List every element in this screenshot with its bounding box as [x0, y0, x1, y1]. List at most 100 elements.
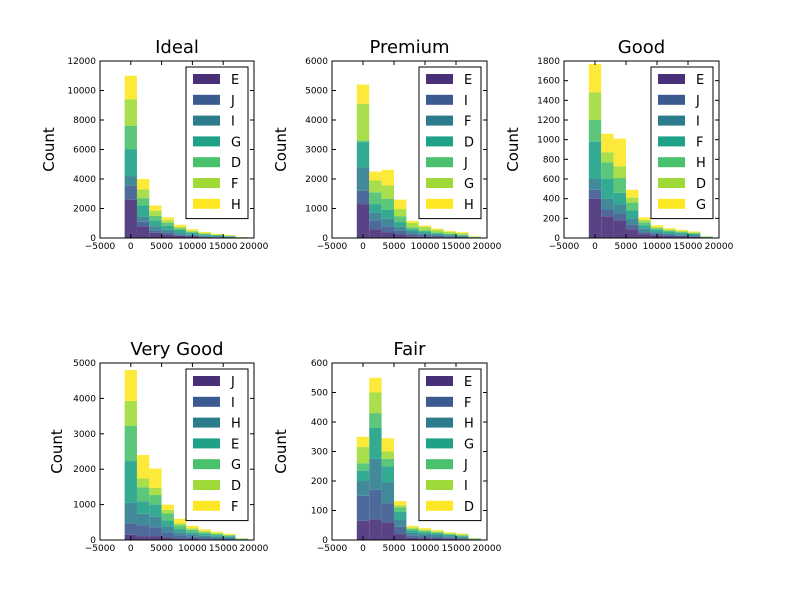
- x-tick-label: 10000: [643, 242, 672, 252]
- bar-J-4: [626, 224, 639, 230]
- x-tick-label: −5000: [85, 544, 116, 554]
- bar-H-2: [136, 179, 150, 190]
- legend-swatch-G: [426, 178, 453, 188]
- bar-D-6: [418, 528, 432, 530]
- bar-J-1: [588, 189, 602, 199]
- legend-swatch-H: [426, 198, 453, 209]
- bar-G-8: [210, 235, 224, 237]
- bar-F-2: [601, 179, 614, 199]
- bar-G-5: [406, 222, 419, 228]
- y-tick-label: 200: [311, 477, 328, 487]
- chart-title: Fair: [393, 339, 426, 360]
- x-tick-label: 5000: [383, 544, 406, 554]
- bar-D-2: [369, 204, 382, 213]
- bar-D-4: [161, 222, 174, 226]
- legend-swatch-I: [426, 480, 453, 490]
- x-tick-label: 0: [128, 544, 134, 554]
- bar-G-4: [394, 511, 407, 520]
- bar-D-1: [124, 400, 137, 426]
- bar-J-8: [443, 534, 456, 535]
- bar-H-4: [394, 519, 407, 527]
- y-tick-label: 100: [311, 507, 328, 517]
- bar-I-2: [369, 220, 382, 230]
- bar-F-3: [613, 192, 626, 205]
- bar-F-7: [431, 234, 444, 236]
- bar-H-1: [124, 75, 137, 100]
- bar-G-1: [356, 103, 370, 141]
- bar-D-4: [626, 197, 639, 203]
- legend-label: H: [696, 156, 706, 171]
- bar-F-2: [136, 189, 150, 199]
- bar-G-4: [394, 209, 407, 217]
- bar-D-3: [381, 209, 394, 219]
- bar-I-4: [394, 230, 407, 235]
- bar-E-5: [173, 529, 187, 533]
- bar-G-3: [149, 220, 162, 227]
- bar-E-2: [136, 226, 150, 238]
- y-tick-label: 1000: [537, 136, 560, 146]
- bar-F-7: [663, 231, 676, 234]
- bar-H-9: [456, 537, 469, 539]
- legend-swatch-J: [426, 459, 453, 470]
- legend-label: I: [464, 479, 468, 494]
- y-tick-label: 12000: [67, 57, 96, 67]
- x-tick-label: 20000: [473, 544, 502, 554]
- bar-D-6: [186, 528, 199, 530]
- legend-swatch-F: [193, 178, 220, 188]
- bar-D-8: [443, 234, 456, 236]
- legend-label: F: [696, 135, 703, 150]
- bar-I-2: [601, 198, 614, 210]
- legend-swatch-D: [426, 136, 453, 147]
- bar-D-5: [638, 219, 651, 223]
- x-tick-label: 15000: [674, 242, 703, 252]
- bar-E-5: [406, 236, 419, 238]
- bar-I-3: [381, 226, 394, 233]
- bar-G-6: [186, 529, 199, 533]
- bar-D-3: [613, 166, 626, 179]
- x-tick-label: 10000: [178, 544, 207, 554]
- bar-E-1: [588, 198, 602, 238]
- bar-I-1: [124, 523, 137, 535]
- chart-title: Premium: [369, 37, 449, 58]
- bar-G-8: [210, 533, 224, 536]
- bar-E-1: [356, 520, 370, 540]
- y-tick-label: 400: [311, 418, 328, 428]
- x-tick-label: 5000: [383, 242, 406, 252]
- bar-E-7: [431, 538, 444, 540]
- bar-G-6: [186, 232, 199, 235]
- axes-frame: [563, 60, 720, 239]
- bar-D-7: [198, 233, 211, 235]
- bar-I-7: [431, 235, 444, 238]
- bar-J-1: [124, 185, 137, 200]
- legend-label: D: [231, 479, 241, 494]
- bar-J-7: [663, 235, 676, 237]
- bar-I-7: [431, 531, 444, 533]
- y-tick-label: 3000: [73, 430, 96, 440]
- legend-swatch-D: [193, 480, 220, 490]
- legend-swatch-G: [426, 438, 453, 449]
- bar-J-4: [394, 507, 407, 512]
- bar-D-2: [601, 152, 614, 163]
- bar-D-1: [124, 125, 137, 150]
- bar-G-8: [443, 534, 456, 537]
- bar-F-5: [406, 231, 419, 234]
- legend-label: J: [230, 94, 235, 109]
- bar-I-9: [688, 235, 701, 237]
- bar-F-5: [406, 535, 419, 538]
- bar-G-7: [198, 532, 211, 534]
- bar-D-7: [431, 233, 444, 235]
- bar-J-6: [418, 230, 432, 232]
- x-tick-label: 10000: [178, 242, 207, 252]
- bar-I-8: [675, 234, 688, 236]
- bar-H-9: [223, 537, 236, 539]
- bar-H-7: [198, 232, 211, 234]
- bar-F-2: [369, 212, 382, 221]
- bar-I-5: [173, 535, 187, 539]
- legend-swatch-F: [193, 500, 220, 511]
- bar-F-4: [394, 526, 407, 535]
- bar-E-6: [186, 532, 199, 535]
- legend-swatch-E: [658, 74, 685, 84]
- bar-G-4: [626, 189, 639, 198]
- bar-D-5: [173, 228, 187, 231]
